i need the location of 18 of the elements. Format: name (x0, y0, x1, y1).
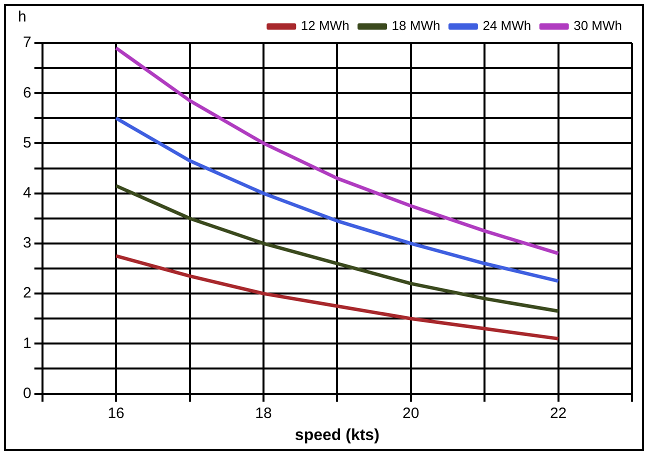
x-tick-label: 20 (402, 404, 420, 422)
y-tick-label: 6 (23, 84, 32, 102)
y-axis-title: h (18, 8, 26, 26)
y-tick-label: 0 (23, 384, 32, 402)
y-tick-label: 7 (23, 34, 32, 52)
legend-label: 24 MWh (482, 18, 532, 34)
y-tick-label: 1 (23, 334, 32, 352)
y-tick-label: 3 (23, 234, 32, 252)
x-tick-label: 16 (108, 404, 124, 422)
x-tick-label: 22 (550, 404, 567, 422)
x-tick-label: 18 (255, 404, 272, 422)
y-tick-label: 4 (23, 184, 32, 202)
y-tick-label: 2 (23, 284, 32, 302)
legend-label: 18 MWh (392, 18, 440, 34)
y-tick-label: 5 (23, 134, 32, 152)
legend-label: 30 MWh (574, 18, 622, 34)
legend-label: 12 MWh (300, 18, 350, 34)
x-axis-title: speed (kts) (294, 426, 380, 444)
